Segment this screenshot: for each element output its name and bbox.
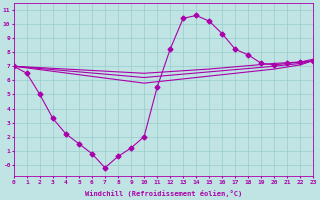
X-axis label: Windchill (Refroidissement éolien,°C): Windchill (Refroidissement éolien,°C) (85, 190, 242, 197)
